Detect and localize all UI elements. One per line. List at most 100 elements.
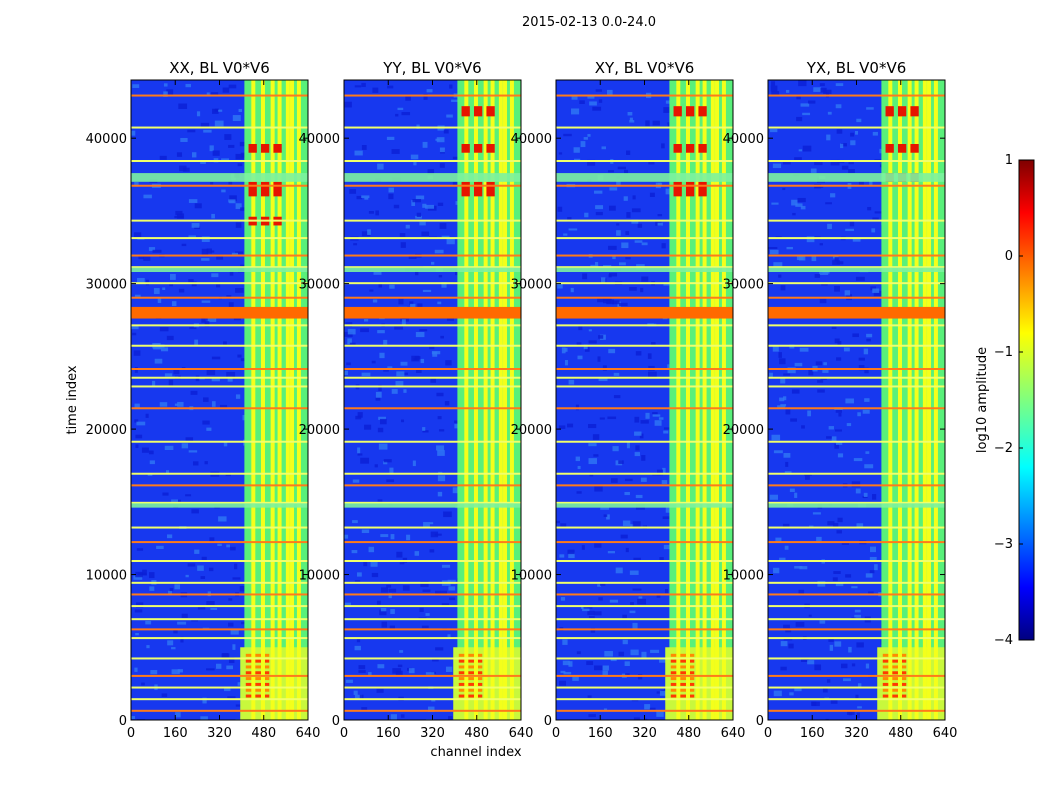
noise-speck [375, 391, 382, 398]
noise-speck [851, 481, 861, 488]
colorbar-tick-label: 0 [1005, 249, 1013, 264]
noise-speck [359, 694, 364, 699]
noise-speck [448, 716, 453, 720]
flag-row [556, 628, 733, 631]
noise-speck [446, 114, 453, 118]
x-tick-label: 640 [933, 726, 958, 741]
noise-speck [238, 108, 243, 112]
figure-title: 2015-02-13 0.0-24.0 [522, 15, 656, 30]
channel-stripe [721, 80, 726, 720]
red-block [698, 144, 707, 153]
noise-speck [656, 691, 662, 694]
flag-row [768, 344, 945, 347]
noise-speck [218, 516, 227, 522]
noise-speck [664, 589, 669, 594]
noise-speck [874, 211, 882, 214]
noise-speck [419, 221, 426, 226]
noise-speck [452, 487, 459, 494]
noise-speck [558, 425, 566, 429]
flag-row [556, 407, 733, 410]
noise-speck [412, 199, 422, 203]
noise-speck [797, 197, 806, 203]
noise-speck [215, 663, 222, 669]
noise-speck [143, 194, 152, 199]
noise-speck [813, 87, 822, 92]
flag-row [344, 709, 521, 712]
noise-speck [632, 195, 636, 200]
noise-speck [179, 165, 187, 172]
noise-speck [562, 639, 568, 645]
channel-stripe [933, 80, 938, 720]
channel-stripe [914, 80, 919, 720]
colorbar-tick-label: −4 [994, 633, 1013, 648]
noise-speck [171, 301, 177, 307]
noise-speck [559, 680, 567, 686]
x-tick-label: 640 [721, 726, 746, 741]
noise-speck [136, 421, 146, 426]
noise-speck [811, 701, 820, 707]
noise-speck [622, 614, 627, 621]
noise-speck [771, 202, 779, 205]
noise-speck [392, 668, 402, 674]
early-hot-band [670, 653, 695, 657]
flag-row [768, 581, 945, 584]
early-hot-band [458, 682, 483, 686]
noise-speck [773, 450, 783, 454]
noise-speck [770, 249, 779, 255]
noise-speck [434, 533, 442, 536]
noise-speck [849, 220, 855, 227]
noise-speck [389, 284, 395, 289]
noise-speck [858, 357, 865, 361]
noise-speck [211, 92, 219, 97]
flag-row [131, 282, 308, 285]
noise-speck [379, 609, 387, 616]
noise-speck [387, 85, 394, 89]
red-block [461, 181, 470, 197]
noise-speck [856, 118, 862, 123]
flag-row [556, 282, 733, 285]
flag-row [556, 324, 733, 327]
flag-row [131, 618, 308, 621]
channel-stripe [270, 80, 275, 720]
red-block [673, 144, 682, 153]
flag-row [131, 160, 308, 162]
noise-speck [443, 511, 452, 518]
noise-speck [200, 716, 208, 720]
noise-speck [377, 163, 384, 170]
noise-speck [851, 663, 856, 667]
noise-speck [181, 243, 187, 247]
noise-speck [420, 358, 425, 364]
noise-speck [226, 544, 231, 548]
x-tick-label: 480 [888, 726, 913, 741]
noise-speck [422, 430, 429, 433]
noise-speck [830, 699, 838, 704]
y-tick-label: 30000 [511, 278, 552, 293]
x-tick-label: 480 [464, 726, 489, 741]
noise-speck [794, 362, 803, 367]
noise-speck [599, 417, 605, 420]
noise-speck [414, 356, 421, 360]
noise-speck [637, 598, 647, 605]
noise-speck [152, 380, 156, 386]
noise-speck [835, 104, 842, 109]
early-hot-band [882, 653, 907, 657]
noise-speck [374, 464, 378, 468]
red-block [473, 181, 483, 197]
noise-speck [621, 242, 629, 249]
noise-speck [604, 651, 613, 657]
noise-speck [187, 563, 196, 567]
flag-row [131, 237, 308, 240]
flag-band [131, 173, 308, 182]
noise-speck [794, 492, 798, 498]
flag-row [344, 407, 521, 410]
flag-row [344, 581, 521, 584]
noise-speck [422, 289, 432, 293]
noise-speck [228, 302, 234, 308]
noise-speck [792, 212, 796, 216]
noise-speck [592, 106, 602, 111]
noise-speck [607, 551, 615, 554]
noise-speck [373, 271, 382, 275]
noise-speck [167, 640, 174, 646]
flag-row [344, 282, 521, 285]
flag-row [768, 618, 945, 621]
